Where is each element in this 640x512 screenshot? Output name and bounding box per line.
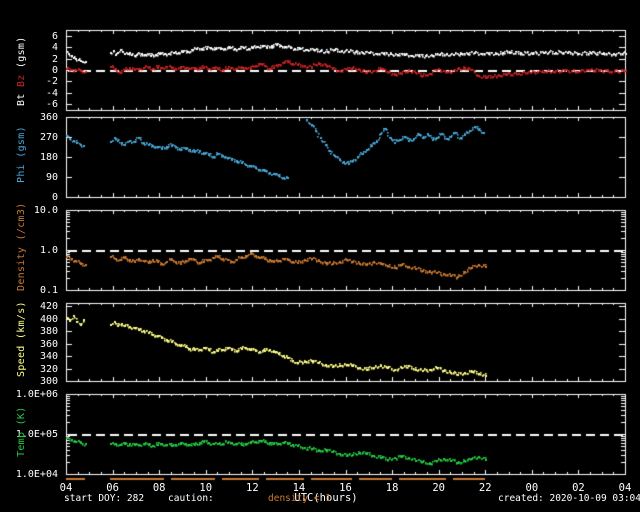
- start-doy-label: start DOY: 282: [64, 493, 145, 504]
- ylabel-part-0: Bt: [16, 87, 27, 106]
- xtick-label-00: 00: [525, 482, 539, 494]
- ylabel-part-1: Bz: [16, 68, 27, 88]
- caution-value: density < 1: [268, 493, 331, 504]
- ytick-label-panel2: 180: [39, 152, 58, 163]
- ytick-label-panel1: 4: [51, 42, 58, 53]
- xaxis-title: UTC(hours): [294, 492, 358, 504]
- xtick-label-12: 12: [246, 482, 259, 494]
- ytick-label-panel2: 270: [39, 132, 58, 143]
- ytick-label-panel5: 1.0E+05: [15, 429, 58, 440]
- xtick-label-22: 22: [478, 482, 492, 494]
- ytick-label-panel4: 380: [39, 326, 58, 337]
- caution-label: caution:: [168, 493, 214, 504]
- ylabel-panel4: Speed (km/s): [16, 300, 27, 377]
- ylabel-panel2: Phi (gsm): [16, 126, 27, 184]
- ytick-label-panel1: -4: [45, 88, 58, 99]
- ytick-label-panel1: 2: [51, 54, 58, 65]
- ytick-label-panel3: 0.1: [39, 285, 58, 296]
- ytick-label-panel2: 360: [39, 112, 58, 123]
- ytick-label-panel1: 0: [51, 65, 58, 76]
- ytick-label-panel5: 1.0E+06: [15, 389, 58, 400]
- xtick-label-06: 06: [106, 482, 119, 494]
- ytick-label-panel3: 1.0: [39, 245, 58, 256]
- ytick-label-panel4: 340: [39, 351, 58, 362]
- ytick-label-panel1: -6: [45, 99, 58, 110]
- ytick-label-panel4: 400: [39, 314, 58, 325]
- ytick-label-panel2: 0: [51, 192, 58, 203]
- xtick-label-04: 04: [59, 482, 73, 494]
- ylabel-part-2: (gsm): [16, 36, 27, 69]
- ytick-label-panel4: 320: [39, 364, 58, 375]
- xtick-label-18: 18: [385, 482, 399, 494]
- ytick-label-panel4: 420: [39, 301, 58, 312]
- ylabel-panel5: Temp (K): [16, 406, 27, 458]
- xtick-label-14: 14: [292, 482, 306, 494]
- ytick-label-panel1: 6: [51, 31, 58, 42]
- ytick-label-panel4: 300: [39, 376, 58, 387]
- xtick-label-02: 02: [572, 482, 585, 494]
- ytick-label-panel4: 360: [39, 339, 58, 350]
- ylabel-panel3: Density (/cm3): [16, 202, 27, 291]
- ytick-label-panel2: 90: [45, 172, 58, 183]
- ylabel-panel1: Bt Bz (gsm): [16, 36, 27, 106]
- xtick-label-08: 08: [152, 482, 166, 494]
- xtick-label-04: 04: [618, 482, 632, 494]
- xtick-label-16: 16: [339, 482, 352, 494]
- xtick-label-10: 10: [199, 482, 213, 494]
- ytick-label-panel1: -2: [45, 76, 58, 87]
- xtick-label-20: 20: [432, 482, 445, 494]
- ytick-label-panel5: 1.0E+04: [15, 469, 58, 480]
- ytick-label-panel3: 10.0: [33, 205, 58, 216]
